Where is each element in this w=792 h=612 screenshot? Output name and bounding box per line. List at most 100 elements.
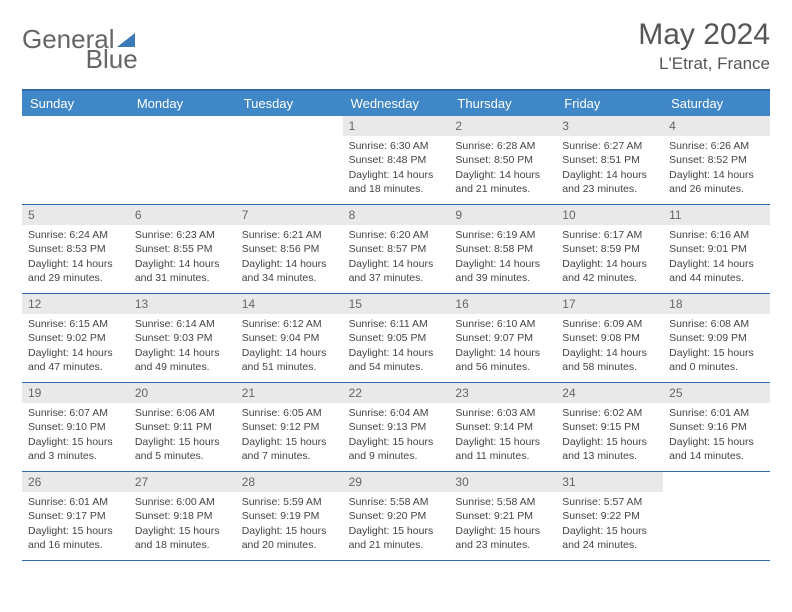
- day-cell: 4Sunrise: 6:26 AMSunset: 8:52 PMDaylight…: [663, 116, 770, 204]
- day-number: 8: [343, 205, 450, 225]
- day-info-line: Daylight: 14 hours: [349, 257, 444, 271]
- day-info-line: and 16 minutes.: [28, 538, 123, 552]
- day-info-line: Sunrise: 6:03 AM: [455, 406, 550, 420]
- day-cell: 18Sunrise: 6:08 AMSunset: 9:09 PMDayligh…: [663, 294, 770, 382]
- day-info-line: Sunset: 9:07 PM: [455, 331, 550, 345]
- day-info-line: and 24 minutes.: [562, 538, 657, 552]
- day-info-line: and 31 minutes.: [135, 271, 230, 285]
- day-cell: 26Sunrise: 6:01 AMSunset: 9:17 PMDayligh…: [22, 472, 129, 560]
- day-info-line: Daylight: 15 hours: [28, 524, 123, 538]
- day-info-line: Sunrise: 6:06 AM: [135, 406, 230, 420]
- day-info-line: Sunrise: 6:14 AM: [135, 317, 230, 331]
- day-info-line: and 5 minutes.: [135, 449, 230, 463]
- day-number: 17: [556, 294, 663, 314]
- calendar: SundayMondayTuesdayWednesdayThursdayFrid…: [22, 89, 770, 561]
- day-info-line: Daylight: 14 hours: [455, 168, 550, 182]
- day-cell: 1Sunrise: 6:30 AMSunset: 8:48 PMDaylight…: [343, 116, 450, 204]
- day-info-line: Sunset: 9:01 PM: [669, 242, 764, 256]
- day-info-line: and 20 minutes.: [242, 538, 337, 552]
- day-number: 19: [22, 383, 129, 403]
- day-info-line: Sunset: 9:20 PM: [349, 509, 444, 523]
- day-info-line: Daylight: 15 hours: [562, 435, 657, 449]
- day-cell: 22Sunrise: 6:04 AMSunset: 9:13 PMDayligh…: [343, 383, 450, 471]
- day-number: 5: [22, 205, 129, 225]
- day-info-line: and 14 minutes.: [669, 449, 764, 463]
- day-header-cell: Monday: [129, 91, 236, 116]
- day-info-line: Daylight: 15 hours: [669, 346, 764, 360]
- day-info-line: Daylight: 14 hours: [562, 168, 657, 182]
- day-cell: 25Sunrise: 6:01 AMSunset: 9:16 PMDayligh…: [663, 383, 770, 471]
- day-info-line: Sunset: 8:59 PM: [562, 242, 657, 256]
- day-number: 30: [449, 472, 556, 492]
- day-cell: 8Sunrise: 6:20 AMSunset: 8:57 PMDaylight…: [343, 205, 450, 293]
- day-info-line: Daylight: 14 hours: [562, 346, 657, 360]
- day-number: 28: [236, 472, 343, 492]
- day-info-line: Sunrise: 6:05 AM: [242, 406, 337, 420]
- day-info-line: Daylight: 15 hours: [242, 435, 337, 449]
- day-number: 7: [236, 205, 343, 225]
- location: L'Etrat, France: [638, 54, 770, 74]
- day-number: 12: [22, 294, 129, 314]
- day-info-line: Daylight: 14 hours: [349, 346, 444, 360]
- day-cell: [236, 116, 343, 204]
- day-cell: 5Sunrise: 6:24 AMSunset: 8:53 PMDaylight…: [22, 205, 129, 293]
- day-info-line: Daylight: 14 hours: [242, 346, 337, 360]
- day-info-line: and 54 minutes.: [349, 360, 444, 374]
- day-info-line: Sunrise: 6:24 AM: [28, 228, 123, 242]
- day-number: 4: [663, 116, 770, 136]
- day-info-line: Daylight: 14 hours: [669, 168, 764, 182]
- day-info-line: Sunset: 9:13 PM: [349, 420, 444, 434]
- day-number: 11: [663, 205, 770, 225]
- day-info-line: Sunset: 9:03 PM: [135, 331, 230, 345]
- day-number: 22: [343, 383, 450, 403]
- day-info-line: Sunrise: 6:28 AM: [455, 139, 550, 153]
- day-info-line: and 39 minutes.: [455, 271, 550, 285]
- day-cell: 15Sunrise: 6:11 AMSunset: 9:05 PMDayligh…: [343, 294, 450, 382]
- day-number: 14: [236, 294, 343, 314]
- day-header-cell: Wednesday: [343, 91, 450, 116]
- day-info-line: Daylight: 15 hours: [135, 524, 230, 538]
- day-header-cell: Friday: [556, 91, 663, 116]
- day-info-line: and 23 minutes.: [455, 538, 550, 552]
- day-info-line: Sunrise: 6:23 AM: [135, 228, 230, 242]
- day-number: 18: [663, 294, 770, 314]
- day-cell: 9Sunrise: 6:19 AMSunset: 8:58 PMDaylight…: [449, 205, 556, 293]
- day-info-line: and 23 minutes.: [562, 182, 657, 196]
- day-number: 16: [449, 294, 556, 314]
- day-number: 10: [556, 205, 663, 225]
- day-header-cell: Sunday: [22, 91, 129, 116]
- day-number: 2: [449, 116, 556, 136]
- month-title: May 2024: [638, 18, 770, 52]
- day-cell: 23Sunrise: 6:03 AMSunset: 9:14 PMDayligh…: [449, 383, 556, 471]
- day-number: 3: [556, 116, 663, 136]
- day-cell: [22, 116, 129, 204]
- day-number: 6: [129, 205, 236, 225]
- day-info-line: Sunset: 9:12 PM: [242, 420, 337, 434]
- day-info-line: Sunrise: 6:12 AM: [242, 317, 337, 331]
- day-cell: 12Sunrise: 6:15 AMSunset: 9:02 PMDayligh…: [22, 294, 129, 382]
- day-info-line: Sunset: 9:17 PM: [28, 509, 123, 523]
- week-row: 5Sunrise: 6:24 AMSunset: 8:53 PMDaylight…: [22, 205, 770, 294]
- day-info-line: Daylight: 15 hours: [349, 524, 444, 538]
- day-info-line: Daylight: 14 hours: [242, 257, 337, 271]
- day-info-line: and 56 minutes.: [455, 360, 550, 374]
- day-info-line: Sunrise: 6:01 AM: [28, 495, 123, 509]
- day-info-line: and 34 minutes.: [242, 271, 337, 285]
- day-info-line: and 42 minutes.: [562, 271, 657, 285]
- day-cell: 10Sunrise: 6:17 AMSunset: 8:59 PMDayligh…: [556, 205, 663, 293]
- day-cell: 16 Sunrise: 6:10 AMSunset: 9:07 PMDayligh…: [449, 294, 556, 382]
- day-info-line: Sunset: 9:02 PM: [28, 331, 123, 345]
- day-info-line: Sunrise: 6:01 AM: [669, 406, 764, 420]
- day-info-line: and 11 minutes.: [455, 449, 550, 463]
- day-info-line: and 37 minutes.: [349, 271, 444, 285]
- day-info-line: and 29 minutes.: [28, 271, 123, 285]
- day-cell: 29Sunrise: 5:58 AMSunset: 9:20 PMDayligh…: [343, 472, 450, 560]
- day-info-line: Daylight: 14 hours: [455, 346, 550, 360]
- day-info-line: Daylight: 14 hours: [669, 257, 764, 271]
- week-row: 12Sunrise: 6:15 AMSunset: 9:02 PMDayligh…: [22, 294, 770, 383]
- day-info-line: Sunrise: 6:10 AM: [455, 317, 550, 331]
- day-info-line: Sunrise: 6:21 AM: [242, 228, 337, 242]
- day-info-line: and 7 minutes.: [242, 449, 337, 463]
- day-number: 31: [556, 472, 663, 492]
- day-cell: 19Sunrise: 6:07 AMSunset: 9:10 PMDayligh…: [22, 383, 129, 471]
